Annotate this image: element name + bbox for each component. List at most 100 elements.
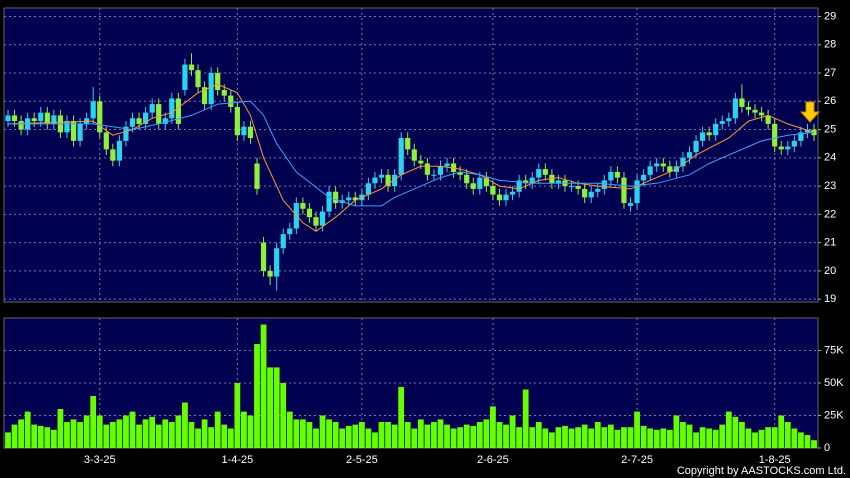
candle-body (5, 115, 11, 122)
candle-body (523, 180, 529, 184)
x-tick-label: 1-8-25 (759, 454, 791, 466)
candle-body (169, 98, 175, 119)
volume-bar (765, 427, 772, 448)
candle-body (123, 126, 129, 141)
candle-body (411, 149, 417, 161)
volume-bar (326, 419, 332, 448)
candle-body (752, 109, 758, 113)
candle-body (542, 169, 548, 175)
volume-bar (581, 424, 588, 448)
candle-body (700, 132, 706, 141)
candle-body (280, 234, 286, 249)
candle-body (365, 183, 372, 195)
volume-bar (666, 429, 673, 448)
candle-body (785, 146, 791, 150)
candle-body (234, 106, 240, 136)
candle-body (588, 191, 594, 198)
plot-layer: 19 20 21 22 23 24 25 26 27 28 29 0 25K 50K 75K 3-3-25 1-… (4, 8, 844, 466)
candle-body (483, 177, 489, 187)
volume-bar (96, 415, 103, 448)
candle-body (568, 186, 575, 188)
volume-bar (653, 429, 660, 448)
volume-bar (680, 422, 686, 448)
candle-body (608, 171, 614, 181)
volume-bar (594, 422, 601, 448)
volume-bar (44, 427, 51, 448)
candle-body (228, 95, 234, 107)
volume-bar (424, 424, 431, 448)
x-tick-label: 2-7-25 (621, 454, 653, 466)
candle-body (195, 70, 201, 88)
volume-bar (299, 419, 306, 448)
candle-body (798, 132, 804, 141)
volume-bar (352, 424, 359, 448)
volume-bar (509, 415, 516, 448)
volume-bar (548, 432, 555, 448)
volume-bar (372, 432, 378, 448)
volume-bar (535, 422, 542, 448)
volume-bar (621, 427, 627, 448)
x-tick-label: 2-5-25 (346, 454, 378, 466)
candle-body (680, 157, 686, 167)
volume-bar (227, 428, 234, 448)
volume-bar (575, 427, 581, 448)
moving-average-line (7, 83, 815, 232)
volume-bar (129, 411, 136, 448)
volume-bar (797, 432, 804, 448)
x-tick-label: 3-3-25 (84, 454, 116, 466)
candle-body (149, 104, 155, 113)
candle-body (274, 248, 280, 277)
volume-bar (286, 411, 293, 448)
volume-bar (136, 424, 142, 448)
candle-body (726, 118, 732, 122)
candle-body (686, 152, 693, 158)
volume-bar (640, 425, 647, 448)
volume-bar (411, 428, 418, 448)
candle-body (201, 87, 208, 105)
volume-bar (431, 422, 437, 448)
candle-body (778, 146, 784, 150)
candle-body (575, 186, 581, 189)
volume-bar (804, 435, 811, 448)
volume-bar (208, 427, 215, 448)
volume-bar (77, 422, 83, 448)
candle-body (90, 101, 96, 119)
volume-bar (437, 419, 444, 448)
candle-body (326, 191, 332, 212)
candle-body (758, 112, 765, 116)
candle-body (706, 132, 712, 136)
candle-body (247, 126, 254, 139)
volume-bar (188, 422, 195, 448)
volume-bar (11, 424, 18, 448)
volume-bar (778, 415, 785, 448)
volume-bar (109, 422, 116, 448)
volume-bar (5, 432, 11, 448)
volume-bar (568, 428, 575, 448)
volume-bar (175, 415, 182, 448)
candle-body (31, 118, 37, 122)
volume-bar (339, 428, 346, 448)
y-tick-label: 25 (824, 123, 836, 135)
volume-bar (745, 428, 752, 448)
x-tick-label: 1-4-25 (221, 454, 253, 466)
volume-bar (417, 419, 424, 448)
volume-bar (293, 419, 300, 448)
candle-body (732, 98, 738, 119)
candle-body (188, 64, 195, 71)
candle-body (713, 123, 719, 136)
volume-bar (444, 424, 450, 448)
volume-bar (83, 415, 90, 448)
candle-body (437, 166, 444, 175)
volume-bar (483, 419, 490, 448)
volume-bar (732, 416, 739, 448)
volume-bar (811, 440, 817, 448)
candle-body (175, 98, 181, 124)
volume-bar (385, 422, 391, 448)
candle-body (378, 174, 385, 178)
candle-body (51, 115, 57, 124)
volume-bar (634, 411, 640, 448)
volume-bar (64, 422, 70, 448)
volume-bar (182, 402, 188, 448)
volume-bar (306, 422, 313, 448)
